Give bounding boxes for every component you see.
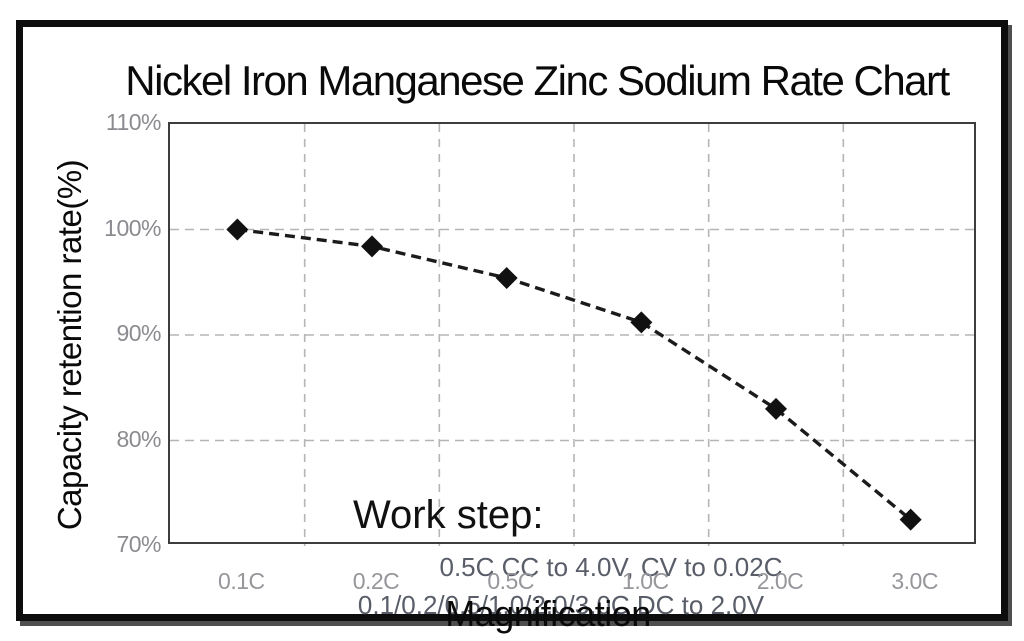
data-point-marker bbox=[765, 397, 787, 420]
x-tick-label: 1.0C bbox=[622, 568, 669, 594]
chart-canvas bbox=[170, 124, 978, 546]
x-axis-ticks: 0.1C 0.2C 0.5C 1.0C 2.0C 3.0C bbox=[168, 569, 976, 595]
data-point-marker bbox=[495, 267, 518, 290]
y-axis-title: Capacity retention rate(%) bbox=[51, 159, 88, 531]
y-tick-label: 70% bbox=[116, 531, 161, 557]
x-tick-label: 0.2C bbox=[352, 568, 400, 594]
y-tick-label: 100% bbox=[104, 214, 161, 241]
data-point-marker bbox=[899, 508, 922, 531]
x-tick-label: 0.5C bbox=[487, 568, 534, 594]
chart-frame: Nickel Iron Manganese Zinc Sodium Rate C… bbox=[16, 20, 1008, 633]
data-point-marker bbox=[226, 218, 249, 241]
x-tick-label: 3.0C bbox=[891, 568, 938, 594]
x-tick-label: 2.0C bbox=[756, 568, 804, 594]
y-axis-ticks: 110% 100% 90% 80% 70% bbox=[85, 111, 161, 556]
x-tick-label: 0.1C bbox=[218, 568, 265, 594]
data-point-marker bbox=[361, 235, 383, 258]
y-tick-label: 110% bbox=[105, 109, 162, 135]
work-step-heading: Work step: bbox=[353, 493, 544, 537]
y-tick-label: 80% bbox=[116, 425, 161, 452]
series-line bbox=[237, 227, 912, 521]
work-step-line-1: 0.5C CC to 4.0V, CV to 0.02C bbox=[439, 552, 783, 582]
data-point-marker bbox=[630, 311, 653, 334]
y-tick-label: 90% bbox=[116, 320, 161, 346]
work-step-line-2: 0.1/0.2/0.5/1.0/2.0/3.0C DC to 2.0V bbox=[357, 590, 765, 620]
chart-title: Nickel Iron Manganese Zinc Sodium Rate C… bbox=[125, 57, 950, 104]
x-axis-title: Magnification bbox=[445, 593, 651, 634]
plot-area: Work step: 0.5C CC to 4.0V, CV to 0.02C … bbox=[168, 122, 978, 620]
